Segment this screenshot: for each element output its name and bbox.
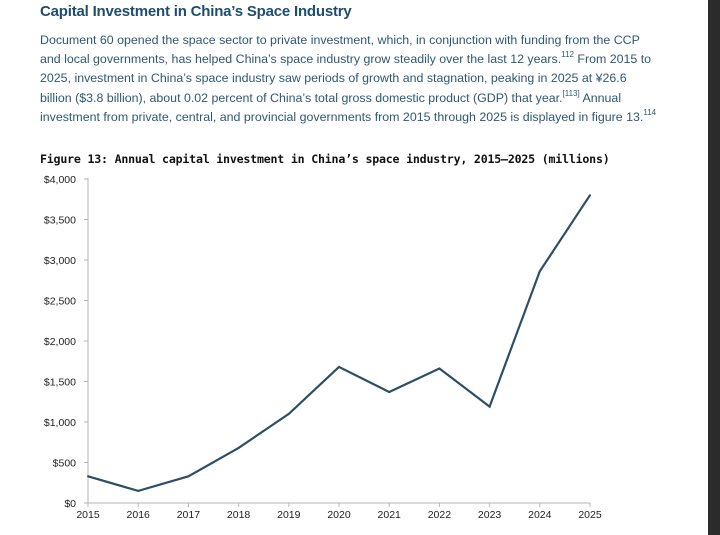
x-tick-label: 2022 (428, 509, 452, 521)
data-point (287, 412, 290, 415)
x-tick-label: 2015 (76, 509, 100, 521)
window-edge (708, 0, 720, 535)
figure-title: Figure 13: Annual capital investment in … (40, 152, 610, 166)
data-point (237, 446, 240, 449)
y-tick-label: $0 (64, 498, 76, 510)
data-point (538, 270, 541, 273)
footnote-ref-114[interactable]: 114 (643, 107, 657, 117)
x-tick-label: 2018 (227, 509, 251, 521)
x-tick-label: 2024 (528, 509, 552, 521)
data-point (388, 391, 391, 394)
y-tick-label: $4,000 (44, 174, 76, 186)
investment-series-line (87, 194, 591, 493)
x-tick-label: 2016 (127, 509, 151, 521)
data-point (187, 475, 190, 478)
section-heading: Capital Investment in China’s Space Indu… (40, 3, 352, 20)
data-point (488, 405, 491, 408)
y-tick-label: $1,000 (44, 417, 76, 429)
body-paragraph: Document 60 opened the space sector to p… (40, 31, 660, 127)
data-point (87, 475, 89, 478)
x-tick-label: 2025 (578, 509, 602, 521)
data-point (338, 365, 340, 368)
data-point (438, 367, 441, 370)
y-tick-label: $3,500 (44, 215, 76, 227)
footnote-ref-113[interactable]: [113] (562, 88, 580, 98)
y-tick-label: $2,500 (44, 296, 76, 308)
x-tick-label: 2017 (177, 509, 201, 521)
y-tick-label: $2,000 (44, 336, 76, 348)
paragraph-text-2: From 2015 to 2025, investment in China’s… (40, 52, 652, 105)
paragraph-text-3: Annual investment from private, central,… (40, 90, 644, 124)
data-point (589, 194, 591, 197)
y-tick-label: $3,000 (44, 255, 76, 267)
x-tick-label: 2021 (378, 509, 402, 521)
x-tick-label: 2020 (327, 509, 351, 521)
paragraph-text-1: Document 60 opened the space sector to p… (40, 33, 640, 67)
y-tick-label: $1,500 (44, 377, 76, 389)
line-chart: $0 $500 $1,000 $1,500 $2,000 $2,500 $3,000 $3,5… (44, 174, 602, 521)
footnote-ref-112[interactable]: 112 (561, 50, 574, 60)
x-tick-label: 2019 (277, 509, 301, 521)
y-tick-label: $500 (53, 458, 77, 470)
x-tick-label: 2023 (478, 509, 502, 521)
data-point (137, 489, 140, 492)
